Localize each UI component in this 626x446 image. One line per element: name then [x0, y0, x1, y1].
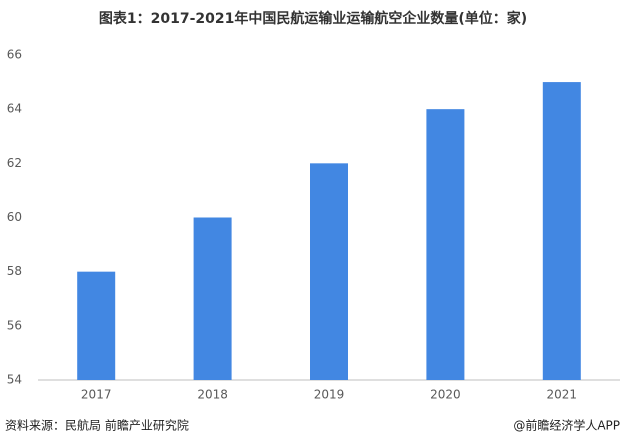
y-tick-label: 56 [7, 318, 22, 332]
bar [310, 163, 348, 380]
y-tick-label: 62 [7, 156, 22, 170]
y-tick-label: 60 [7, 210, 22, 224]
x-tick-label: 2017 [81, 388, 112, 402]
source: 资料来源：民航局 前瞻产业研究院 [5, 418, 189, 433]
y-tick-label: 66 [7, 48, 22, 62]
y-tick-label: 58 [7, 264, 22, 278]
y-tick-label: 64 [7, 102, 22, 116]
bar [426, 109, 465, 381]
x-tick-label: 2020 [430, 388, 461, 402]
bar [193, 217, 232, 380]
bar [542, 82, 581, 380]
credit: @前瞻经济学人APP [513, 418, 620, 433]
x-tick-label: 2018 [197, 388, 228, 402]
bar [77, 271, 116, 380]
x-tick-label: 2021 [547, 388, 578, 402]
chart-title: 图表1：2017-2021年中国民航运输业运输航空企业数量(单位：家) [99, 10, 527, 27]
x-tick-label: 2019 [314, 388, 345, 402]
y-tick-label: 54 [7, 373, 22, 387]
